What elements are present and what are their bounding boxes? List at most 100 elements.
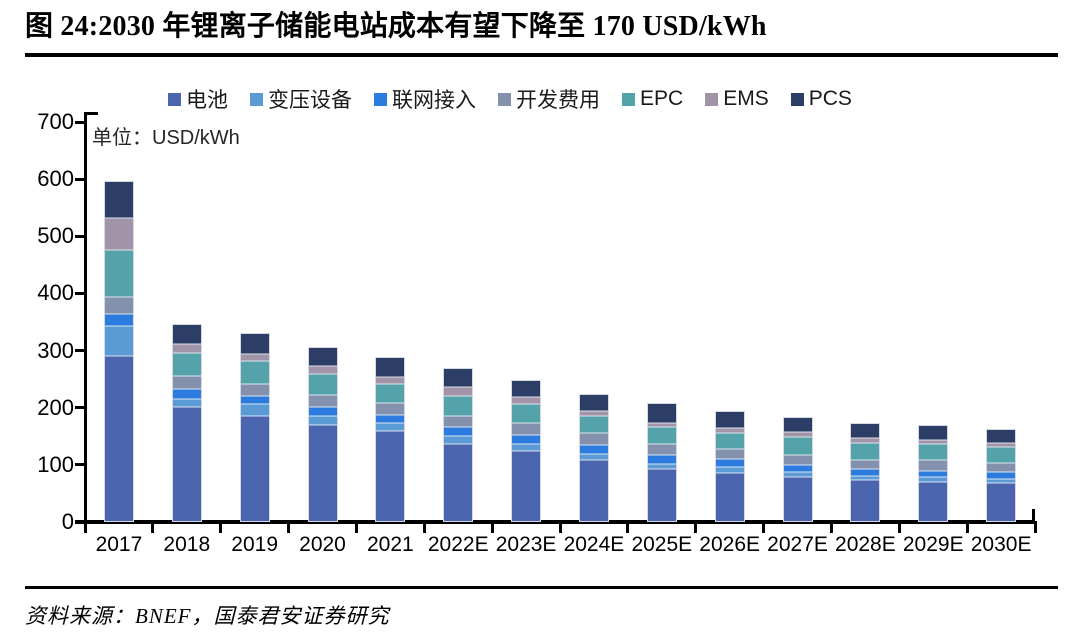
bars-container: [85, 122, 1035, 522]
bar-2017: [103, 180, 134, 522]
bar-segment: [646, 402, 677, 423]
unit-label: 单位：USD/kWh: [92, 127, 240, 149]
legend-item-4: EPC: [622, 87, 683, 111]
chart-legend: 电池 变压设备 联网接入 开发费用 EPC EMS PCS: [168, 86, 852, 112]
bar-segment: [239, 415, 270, 522]
y-tick-label: 700: [37, 109, 74, 134]
bar-segment: [239, 333, 270, 355]
y-tick: [75, 463, 84, 467]
x-tick: [151, 521, 155, 533]
bar-segment: [714, 448, 745, 460]
y-axis-line: [84, 112, 87, 524]
bar-segment: [307, 374, 338, 395]
bar-segment: [578, 460, 609, 522]
x-tick: [490, 521, 494, 533]
bar-segment: [239, 404, 270, 416]
bar-slot-2024E: [560, 122, 628, 522]
x-tick: [422, 521, 426, 533]
bar-2030E: [986, 429, 1017, 522]
bar-segment: [103, 356, 134, 522]
bar-2025E: [646, 402, 677, 522]
bar-segment: [239, 354, 270, 362]
y-tick-label: 600: [37, 166, 74, 192]
bar-segment: [511, 397, 542, 404]
bar-segment: [782, 455, 813, 465]
x-axis-label-2027E: 2027E: [767, 533, 828, 556]
legend-swatch-icon: [250, 92, 263, 106]
bar-segment: [307, 407, 338, 417]
figure-title: 图 24:2030 年锂离子储能电站成本有望下降至 170 USD/kWh: [25, 11, 767, 42]
bar-segment: [511, 422, 542, 435]
bar-segment: [646, 463, 677, 470]
legend-swatch-icon: [622, 92, 635, 106]
bar-segment: [646, 455, 677, 464]
bar-slot-2030E: [967, 122, 1035, 522]
bar-segment: [782, 476, 813, 522]
plot-area: [85, 122, 1035, 522]
bar-2026E: [714, 410, 745, 522]
x-tick: [83, 521, 87, 533]
bar-segment: [578, 445, 609, 455]
bar-slot-2020: [289, 122, 357, 522]
bar-segment: [850, 442, 881, 460]
y-tick: [75, 291, 84, 295]
x-axis-label-2018: 2018: [163, 533, 211, 556]
bar-2018: [171, 324, 202, 522]
x-tick: [626, 521, 630, 533]
x-axis-line: [75, 520, 1035, 524]
bar-segment: [511, 434, 542, 444]
bar-segment: [918, 482, 949, 522]
x-tick: [1033, 521, 1037, 533]
bar-2022E: [443, 368, 474, 522]
bar-segment: [714, 472, 745, 522]
legend-item-3: 开发费用: [498, 84, 600, 114]
bar-segment: [443, 435, 474, 444]
bar-2019: [239, 333, 270, 522]
bar-segment: [578, 454, 609, 461]
bar-segment: [578, 416, 609, 434]
bar-2029E: [918, 425, 949, 522]
bar-segment: [986, 442, 1017, 448]
y-tick: [75, 349, 84, 353]
x-axis-label-2019: 2019: [231, 533, 278, 556]
x-axis-label-2020: 2020: [299, 533, 346, 556]
bar-segment: [850, 437, 881, 443]
bar-segment: [850, 459, 881, 469]
bar-2028E: [850, 422, 881, 522]
x-tick: [558, 521, 562, 533]
bar-segment: [307, 366, 338, 375]
x-axis-label-2028E: 2028E: [835, 533, 896, 556]
x-axis-labels: 2017 2018 2019 2020 2021 2022E 2023E 2024E 2025E…: [85, 533, 1035, 557]
bar-slot-2017: [85, 122, 153, 522]
bar-segment: [782, 464, 813, 472]
legend-item-5: EMS: [705, 87, 769, 111]
legend-label: EMS: [723, 87, 769, 110]
x-tick: [287, 521, 291, 533]
y-tick: [75, 120, 84, 124]
legend-label: 电池: [186, 89, 228, 112]
bar-segment: [375, 383, 406, 403]
bar-segment: [578, 393, 609, 412]
y-tick-label: 0: [61, 509, 74, 534]
bar-segment: [511, 380, 542, 398]
bar-segment: [171, 388, 202, 399]
bar-segment: [714, 428, 745, 433]
x-tick: [219, 521, 223, 533]
bar-segment: [171, 398, 202, 408]
bar-segment: [578, 433, 609, 446]
x-axis-label-2021: 2021: [367, 533, 414, 556]
bar-segment: [375, 431, 406, 522]
bar-segment: [782, 416, 813, 433]
x-tick: [965, 521, 969, 533]
bar-segment: [850, 480, 881, 522]
legend-swatch-icon: [498, 92, 511, 106]
bar-segment: [239, 395, 270, 405]
bar-slot-2023E: [492, 122, 560, 522]
bar-segment: [918, 444, 949, 461]
bar-segment: [307, 394, 338, 408]
x-axis-label-2025E: 2025E: [631, 533, 693, 556]
bar-segment: [850, 475, 881, 481]
bar-segment: [986, 472, 1017, 479]
x-axis-label-2030E: 2030E: [970, 533, 1032, 556]
bar-slot-2028E: [831, 122, 899, 522]
